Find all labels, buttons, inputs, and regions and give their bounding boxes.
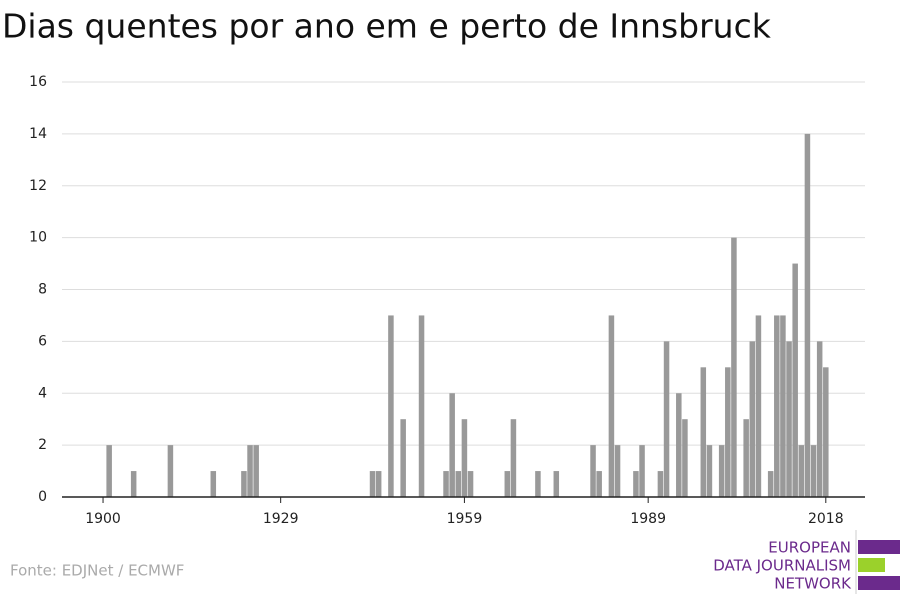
bar [130, 471, 137, 497]
bar [596, 471, 602, 497]
bar [467, 471, 474, 497]
bar [633, 471, 639, 497]
bar [731, 237, 737, 497]
bar [774, 315, 780, 497]
bar [553, 471, 560, 497]
x-tick-label: 2018 [808, 511, 844, 527]
bar [210, 471, 217, 497]
bar [792, 263, 798, 497]
bar [676, 393, 682, 497]
bar [388, 315, 394, 497]
bar [535, 471, 541, 497]
y-tick-label: 14 [29, 126, 47, 142]
bar [253, 445, 259, 497]
y-tick-label: 0 [38, 489, 47, 505]
bar [590, 445, 596, 497]
bar [106, 445, 112, 497]
chart-title: Dias quentes por ano em e perto de Innsb… [2, 7, 772, 46]
bar [718, 445, 725, 497]
y-tick-label: 8 [38, 282, 47, 298]
bar [706, 445, 713, 497]
bar [504, 471, 511, 497]
bar [755, 315, 762, 497]
bar [743, 419, 749, 497]
y-tick-label: 2 [38, 437, 47, 453]
bar [700, 367, 707, 497]
bar [443, 471, 449, 497]
bar [369, 471, 376, 497]
source: Fonte: EDJNet / ECMWF [10, 562, 184, 580]
logo-text: DATA JOURNALISM [713, 557, 851, 575]
y-tick-label: 16 [29, 74, 47, 90]
bar [639, 445, 645, 497]
logo-bar [858, 576, 900, 590]
bar [682, 419, 688, 497]
bar [657, 471, 664, 497]
bar [608, 315, 615, 497]
bar [823, 367, 829, 497]
y-tick-label: 10 [29, 230, 47, 246]
bar [461, 419, 468, 497]
bar [725, 367, 731, 497]
logo-text: EUROPEAN [768, 539, 851, 557]
bar [247, 445, 253, 497]
bar [816, 341, 823, 497]
y-tick-label: 4 [38, 385, 47, 401]
bar [510, 419, 517, 497]
x-tick-label: 1959 [447, 511, 483, 527]
bar [375, 471, 382, 497]
y-tick-label: 12 [29, 178, 47, 194]
bar [804, 133, 811, 497]
y-tick-label: 6 [38, 333, 47, 349]
bar [418, 315, 425, 497]
bar [167, 445, 174, 497]
x-tick-label: 1900 [85, 511, 121, 527]
bar [767, 471, 774, 497]
logo-bar [858, 540, 900, 554]
bar [780, 315, 786, 497]
bar [449, 393, 455, 497]
bar [786, 341, 792, 497]
bar [614, 445, 621, 497]
bar [400, 419, 406, 497]
bar [798, 445, 805, 497]
logo-bar [858, 558, 885, 572]
x-tick-label: 1929 [263, 511, 299, 527]
bar [749, 341, 756, 497]
bar [455, 471, 462, 497]
logo: EUROPEAN DATA JOURNALISM NETWORK [713, 530, 900, 594]
bar [810, 445, 817, 497]
logo-text: NETWORK [774, 575, 852, 593]
bar [241, 471, 247, 497]
bar [663, 341, 670, 497]
x-tick-label: 1989 [630, 511, 666, 527]
